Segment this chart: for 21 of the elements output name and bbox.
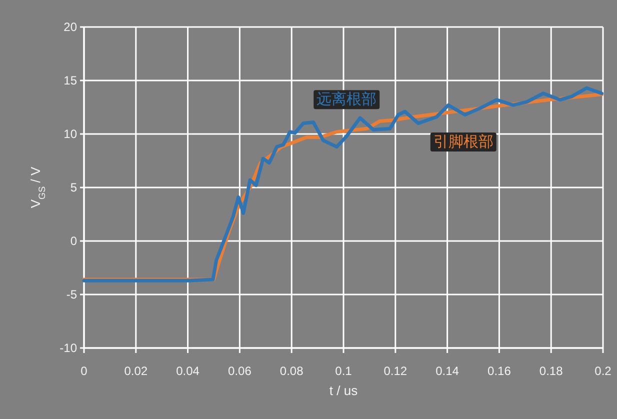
x-tick-label: 0.18 <box>539 364 564 378</box>
y-tick-label: 5 <box>70 180 78 194</box>
y-tick-label: -5 <box>66 288 78 302</box>
x-tick-label: 0.02 <box>124 364 148 378</box>
y-tick-label: 15 <box>64 74 78 88</box>
x-tick-label: 0 <box>80 364 88 378</box>
x-tick-label: 0.14 <box>436 364 460 378</box>
x-tick-label: 0.12 <box>384 364 408 378</box>
y-tick-label: 0 <box>70 234 78 248</box>
y-tick-label: 20 <box>64 20 78 34</box>
x-tick-label: 0.16 <box>488 364 512 378</box>
series-label: 远离根部 <box>316 91 377 108</box>
x-axis-title: t / us <box>329 383 358 398</box>
y-tick-label: -10 <box>60 341 78 355</box>
x-tick-label: 0.08 <box>280 364 304 378</box>
x-tick-label: 0.06 <box>228 364 252 378</box>
x-tick-label: 0.04 <box>176 364 200 378</box>
x-tick-label: 0.2 <box>594 364 612 378</box>
x-tick-label: 0.1 <box>335 364 352 378</box>
y-tick-label: 10 <box>64 127 78 141</box>
series-label: 引脚根部 <box>433 133 494 150</box>
